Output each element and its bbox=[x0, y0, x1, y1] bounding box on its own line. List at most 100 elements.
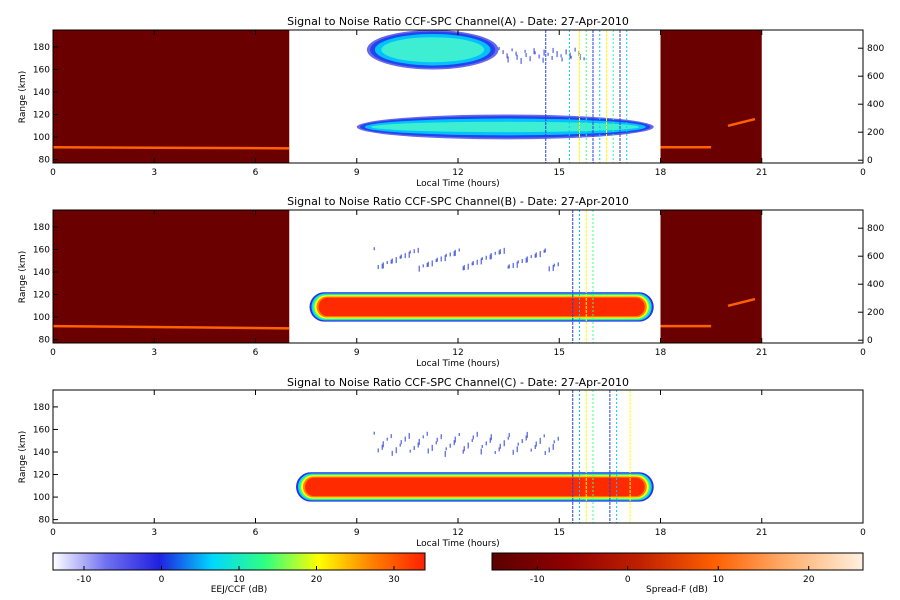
y-axis-label: Range (km) bbox=[18, 71, 28, 123]
echo-region-eej-band bbox=[309, 292, 654, 322]
x-tick-label: 0 bbox=[860, 168, 866, 178]
spread-f-trace bbox=[52, 145, 290, 150]
echo-region-ccf-upper bbox=[366, 29, 499, 70]
y2-tick-label: 200 bbox=[867, 308, 884, 318]
colorbar-tick-label: 0 bbox=[625, 575, 631, 585]
x-tick-label: 3 bbox=[151, 348, 157, 358]
y-tick-label: 80 bbox=[39, 516, 51, 526]
colorbar-label: EEJ/CCF (dB) bbox=[211, 585, 268, 595]
x-tick-label: 12 bbox=[452, 528, 463, 538]
y-tick-label: 140 bbox=[33, 88, 50, 98]
spread-f-block bbox=[53, 30, 290, 163]
spread-f-block bbox=[53, 210, 290, 343]
x-tick-label: 18 bbox=[655, 168, 667, 178]
y2-tick-label: 400 bbox=[867, 100, 884, 110]
x-axis-ticks: 0 3 6 9 12 15 18 21 0 bbox=[50, 30, 866, 178]
colorbar-tick-label: -10 bbox=[530, 575, 545, 585]
y2-tick-label: 0 bbox=[867, 156, 873, 166]
x-tick-label: 21 bbox=[756, 528, 767, 538]
x-axis-label: Local Time (hours) bbox=[416, 359, 499, 369]
y-tick-label: 180 bbox=[33, 223, 50, 233]
y-tick-label: 160 bbox=[33, 245, 50, 255]
echo-region-ccf-upper-tail bbox=[498, 46, 585, 64]
plot-content bbox=[296, 390, 654, 523]
echo-region-eej-band bbox=[296, 472, 654, 502]
spread-f-trace bbox=[727, 117, 756, 128]
y2-tick-label: 200 bbox=[867, 128, 884, 138]
y2-tick-label: 400 bbox=[867, 280, 884, 290]
x-tick-label: 15 bbox=[554, 168, 565, 178]
panel-channel-b: Signal to Noise Ratio CCF-SPC Channel(B)… bbox=[18, 195, 884, 369]
plot-content bbox=[52, 29, 762, 163]
panel-title: Signal to Noise Ratio CCF-SPC Channel(B)… bbox=[287, 195, 629, 208]
panel-channel-a: Signal to Noise Ratio CCF-SPC Channel(A)… bbox=[18, 15, 884, 189]
echo-region-ccf-scatter bbox=[373, 431, 559, 457]
y-tick-label: 120 bbox=[33, 291, 50, 301]
spread-f-trace bbox=[52, 324, 290, 330]
colorbar-gradient bbox=[491, 552, 864, 571]
colorbar-tick-label: 0 bbox=[159, 575, 165, 585]
colorbar-spread-f: -10 0 10 20 Spread-F (dB) bbox=[491, 552, 864, 595]
x-tick-label: 21 bbox=[756, 348, 767, 358]
y2-tick-label: 800 bbox=[867, 224, 884, 234]
y-tick-label: 80 bbox=[39, 336, 51, 346]
panel-title: Signal to Noise Ratio CCF-SPC Channel(A)… bbox=[287, 15, 629, 28]
x-tick-label: 12 bbox=[452, 168, 463, 178]
y-tick-label: 140 bbox=[33, 268, 50, 278]
x-tick-label: 21 bbox=[756, 168, 767, 178]
y2-axis-ticks: 0 200 400 600 800 bbox=[858, 44, 884, 166]
x-tick-label: 0 bbox=[50, 528, 56, 538]
spread-f-trace bbox=[727, 297, 756, 308]
colorbar-tick-label: 10 bbox=[233, 575, 245, 585]
x-tick-label: 12 bbox=[452, 348, 463, 358]
x-tick-label: 3 bbox=[151, 168, 157, 178]
x-tick-label: 0 bbox=[860, 528, 866, 538]
x-axis-ticks: 0 3 6 9 12 15 18 21 0 bbox=[50, 210, 866, 358]
colorbar-ticks: -10 0 10 20 30 bbox=[77, 566, 400, 585]
y-tick-label: 160 bbox=[33, 65, 50, 75]
x-axis-label: Local Time (hours) bbox=[416, 179, 499, 189]
x-axis-label: Local Time (hours) bbox=[416, 539, 499, 549]
colorbar-tick-label: 10 bbox=[712, 575, 724, 585]
y-tick-label: 120 bbox=[33, 111, 50, 121]
y2-axis-ticks: 0 200 400 600 800 bbox=[858, 224, 884, 346]
y-tick-label: 80 bbox=[39, 156, 51, 166]
y2-tick-label: 800 bbox=[867, 44, 884, 54]
x-tick-label: 9 bbox=[354, 528, 360, 538]
spread-f-block bbox=[660, 210, 762, 343]
x-tick-label: 0 bbox=[860, 348, 866, 358]
y-tick-label: 180 bbox=[33, 43, 50, 53]
colorbar-tick-label: 30 bbox=[388, 575, 400, 585]
y2-tick-label: 600 bbox=[867, 252, 884, 262]
y-tick-label: 180 bbox=[33, 403, 50, 413]
colorbar-label: Spread-F (dB) bbox=[646, 585, 708, 595]
y-tick-label: 160 bbox=[33, 425, 50, 435]
x-tick-label: 9 bbox=[354, 168, 360, 178]
x-tick-label: 6 bbox=[253, 348, 259, 358]
plot-frame bbox=[53, 390, 863, 523]
x-tick-label: 9 bbox=[354, 348, 360, 358]
x-tick-label: 15 bbox=[554, 528, 565, 538]
colorbar-tick-label: 20 bbox=[803, 575, 815, 585]
y-tick-label: 100 bbox=[33, 493, 50, 503]
colorbar-ticks: -10 0 10 20 bbox=[530, 566, 815, 585]
plot-content bbox=[52, 210, 762, 343]
colorbar-eej-ccf: -10 0 10 20 30 EEJ/CCF (dB) bbox=[52, 552, 426, 595]
y-axis-ticks: 80 100 120 140 160 180 bbox=[33, 403, 58, 526]
x-tick-label: 15 bbox=[554, 348, 565, 358]
panel-title: Signal to Noise Ratio CCF-SPC Channel(C)… bbox=[287, 376, 629, 389]
echo-region-ccf-scatter bbox=[373, 247, 559, 272]
spread-f-block bbox=[660, 30, 762, 163]
panel-channel-c: Signal to Noise Ratio CCF-SPC Channel(C)… bbox=[18, 376, 866, 549]
y-tick-label: 120 bbox=[33, 471, 50, 481]
colorbar-tick-label: -10 bbox=[77, 575, 92, 585]
x-tick-label: 0 bbox=[50, 348, 56, 358]
y-axis-label: Range (km) bbox=[18, 431, 28, 483]
y2-tick-label: 0 bbox=[867, 336, 873, 346]
y-tick-label: 100 bbox=[33, 313, 50, 323]
y-axis-label: Range (km) bbox=[18, 251, 28, 303]
echo-region-eej-band bbox=[356, 114, 654, 140]
x-tick-label: 3 bbox=[151, 528, 157, 538]
x-axis-ticks: 0 3 6 9 12 15 18 21 0 bbox=[50, 390, 866, 538]
